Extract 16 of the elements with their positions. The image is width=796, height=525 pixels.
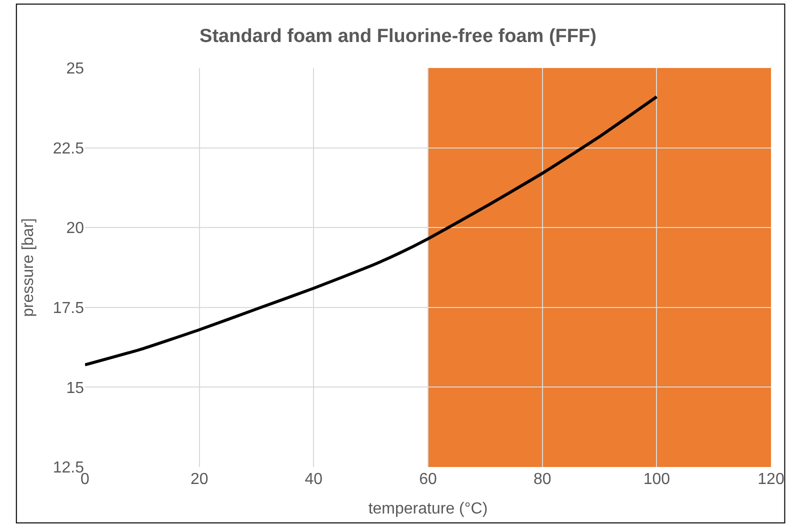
x-tick-label: 80 <box>533 471 552 488</box>
x-tick-label: 0 <box>80 471 90 488</box>
y-tick-label: 17.5 <box>52 300 84 317</box>
x-tick-label: 20 <box>190 471 208 488</box>
y-tick-label: 22.5 <box>52 140 84 158</box>
line-series <box>85 95 658 366</box>
y-tick-label: 15 <box>66 380 84 397</box>
x-tick-label: 120 <box>758 471 784 488</box>
x-tick-label: 100 <box>643 471 670 488</box>
chart-title: Standard foam and Fluorine-free foam (FFF) <box>200 26 596 48</box>
x-tick-label: 40 <box>304 471 323 488</box>
x-tick-label: 60 <box>419 471 437 488</box>
y-axis-title: pressure [bar] <box>20 218 37 317</box>
y-tick-label: 20 <box>66 220 84 238</box>
y-tick-label: 25 <box>66 60 84 78</box>
x-axis-title: temperature (°C) <box>368 500 488 518</box>
